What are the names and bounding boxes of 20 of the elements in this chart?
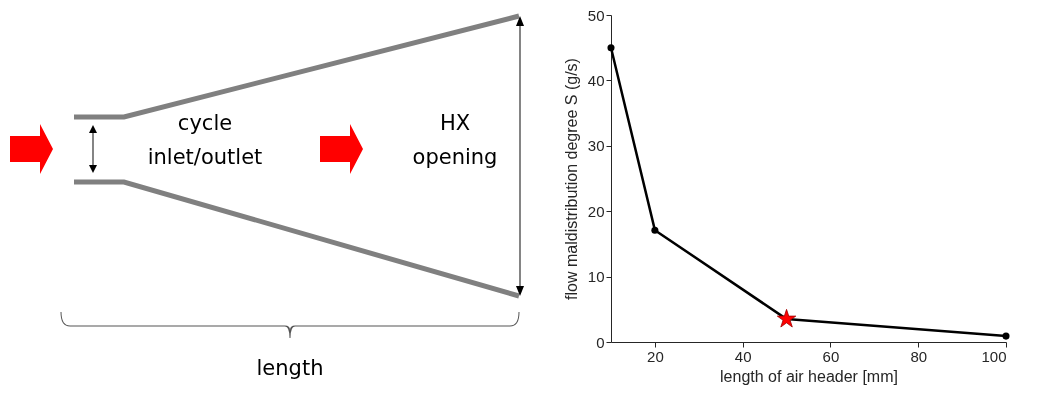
y-tick-label: 30 bbox=[587, 137, 605, 155]
x-axis-title: length of air header [mm] bbox=[720, 367, 898, 385]
point bbox=[1002, 332, 1010, 340]
y-tick-label: 0 bbox=[596, 333, 605, 351]
point bbox=[651, 226, 659, 234]
x-tick-label: 20 bbox=[647, 347, 664, 365]
point bbox=[776, 308, 797, 328]
text: length bbox=[256, 356, 324, 380]
point bbox=[607, 44, 615, 52]
x-tick-label: 60 bbox=[822, 347, 840, 365]
x-tick-label: 100 bbox=[981, 347, 1007, 365]
y-axis-title: flow maldistribution degree S (g/s) bbox=[562, 58, 580, 300]
y-tick-label: 50 bbox=[587, 6, 605, 24]
x-tick-label: 80 bbox=[910, 347, 928, 365]
x-tick-label: 40 bbox=[734, 347, 752, 365]
text: HX opening bbox=[412, 111, 498, 169]
y-tick-label: 10 bbox=[587, 268, 605, 286]
text: cycle inlet/outlet bbox=[147, 111, 263, 169]
y-tick-label: 40 bbox=[587, 71, 605, 89]
y-tick-label: 20 bbox=[587, 202, 605, 220]
